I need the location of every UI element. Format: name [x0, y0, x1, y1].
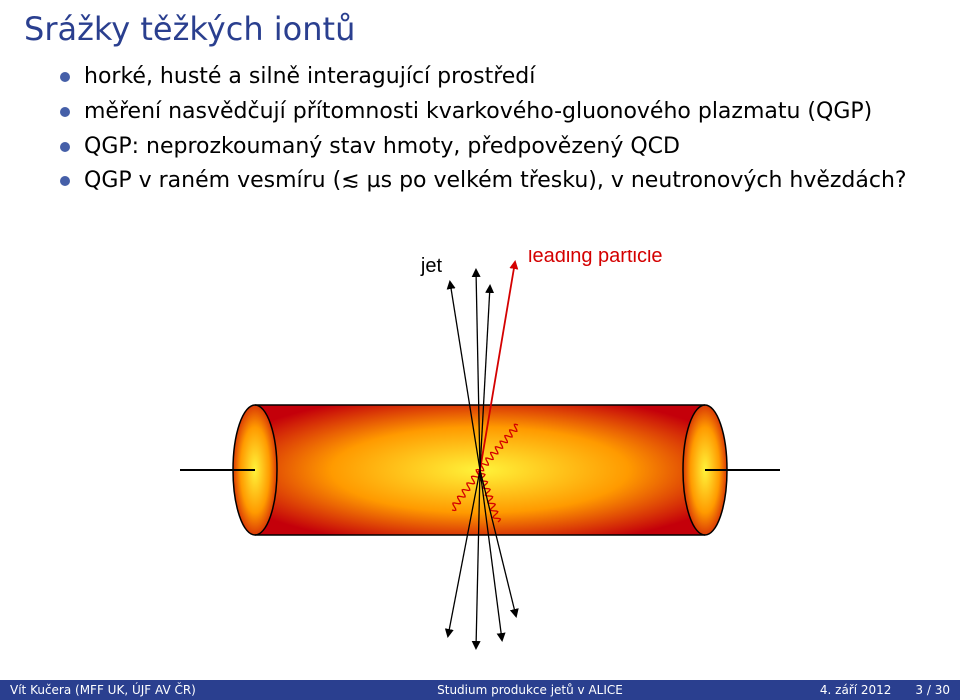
collision-diagram: jet leading particle — [180, 250, 780, 650]
bullet-marker — [60, 142, 70, 152]
slide-title: Srážky těžkých iontů — [24, 10, 355, 48]
bullet-marker — [60, 72, 70, 82]
footer-date-page: 4. září 2012 3 / 30 — [740, 680, 960, 700]
bullet-item: QGP v raném vesmíru (≲ µs po velkém třes… — [60, 166, 907, 197]
bullet-item: QGP: neprozkoumaný stav hmoty, předpověz… — [60, 132, 907, 163]
bullet-marker — [60, 107, 70, 117]
footer-date: 4. září 2012 — [820, 683, 892, 697]
footer-author: Vít Kučera (MFF UK, ÚJF AV ČR) — [0, 680, 320, 700]
bullet-text: QGP v raném vesmíru (≲ µs po velkém třes… — [84, 166, 907, 197]
footer-page: 3 / 30 — [915, 683, 950, 697]
bullet-text: QGP: neprozkoumaný stav hmoty, předpověz… — [84, 132, 680, 163]
svg-text:jet: jet — [420, 255, 443, 277]
svg-text:leading particle: leading particle — [528, 250, 663, 267]
bullet-item: měření nasvědčují přítomnosti kvarkového… — [60, 97, 907, 128]
bullet-list: horké, husté a silně interagující prostř… — [60, 62, 907, 201]
footer-title: Studium produkce jetů v ALICE — [320, 680, 740, 700]
bullet-text: měření nasvědčují přítomnosti kvarkového… — [84, 97, 872, 128]
footer-bar: Vít Kučera (MFF UK, ÚJF AV ČR) Studium p… — [0, 680, 960, 700]
bullet-item: horké, husté a silně interagující prostř… — [60, 62, 907, 93]
bullet-marker — [60, 176, 70, 186]
bullet-text: horké, husté a silně interagující prostř… — [84, 62, 535, 93]
